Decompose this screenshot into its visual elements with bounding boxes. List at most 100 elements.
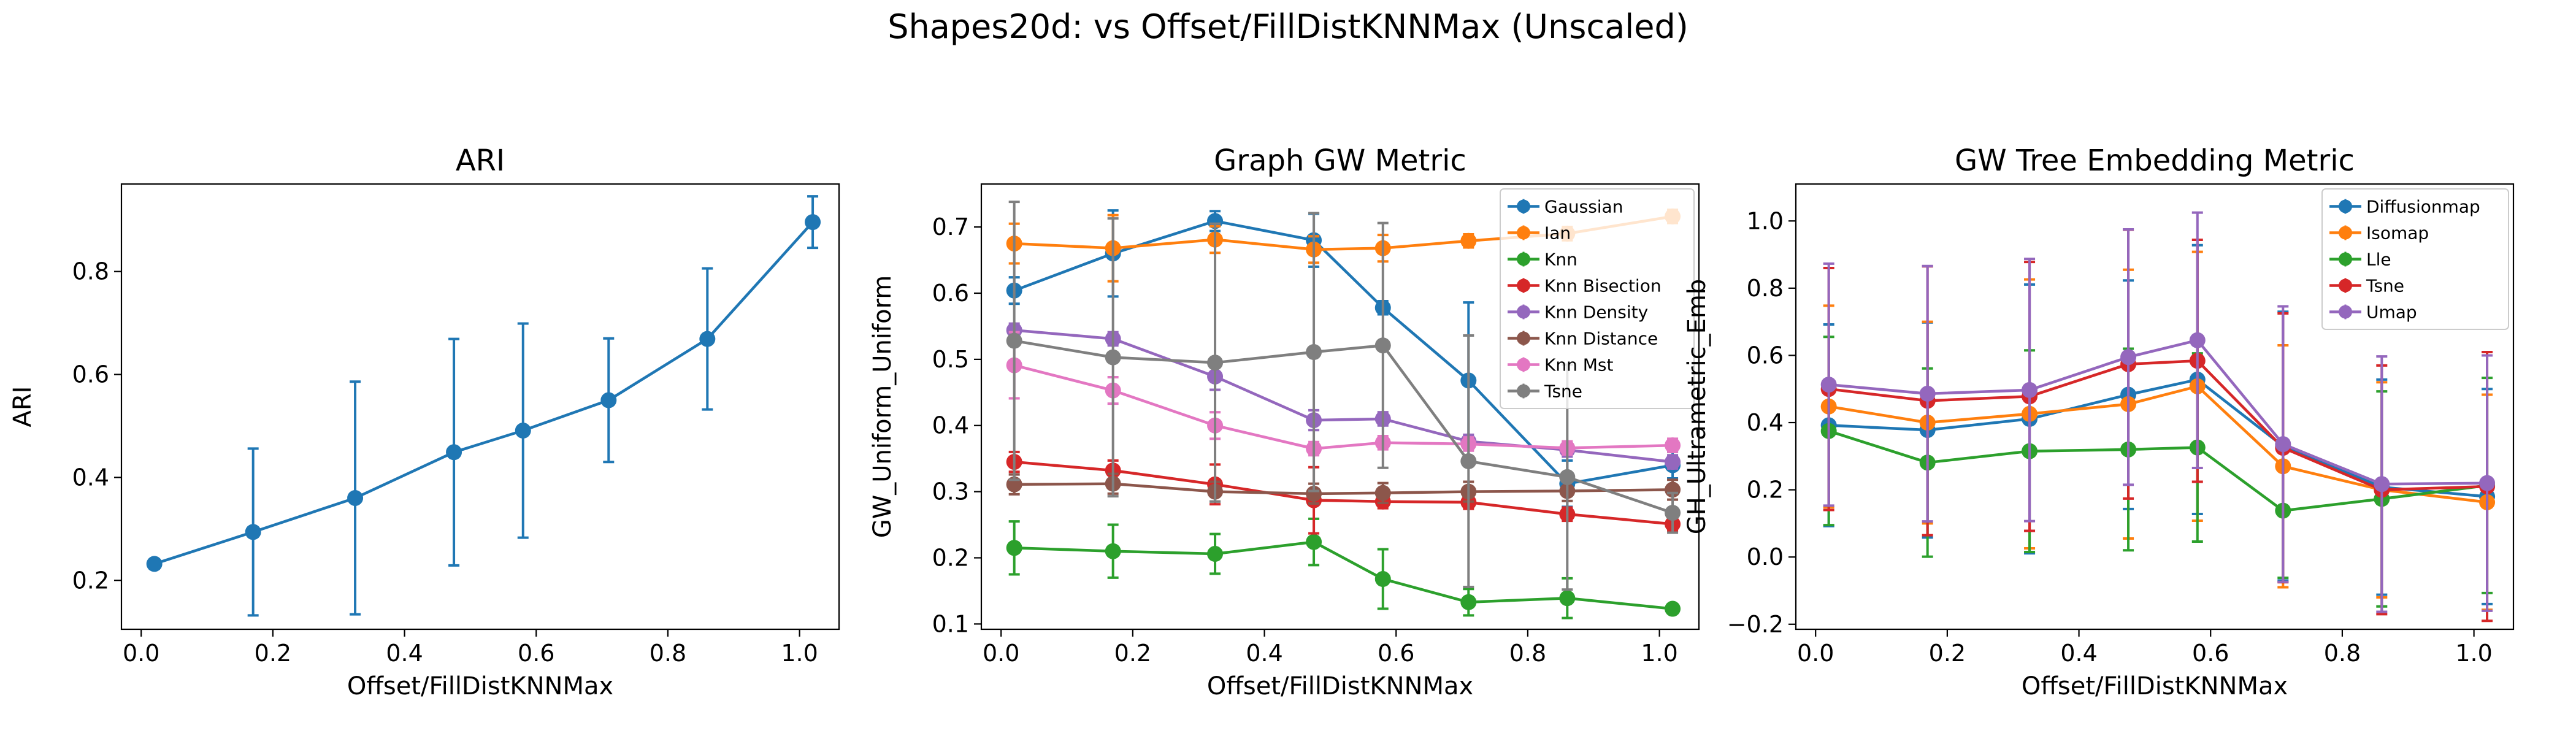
y-tick-label: 0.4 <box>932 412 969 439</box>
legend-label: Ian <box>1544 223 1571 243</box>
series-line <box>1828 339 2488 486</box>
data-point <box>146 556 163 572</box>
data-point <box>699 331 716 347</box>
legend-item: Knn Distance <box>1508 329 1658 349</box>
y-tick-label: 0.6 <box>932 280 969 307</box>
legend-item: Knn Mst <box>1508 355 1614 375</box>
legend-item: Knn Bisection <box>1508 276 1662 296</box>
chart-panel-3: GW Tree Embedding Metric 0.0 0.2 0.4 0.6 0.8 1… <box>1683 144 2515 700</box>
data-point <box>515 423 531 439</box>
series-line <box>1014 364 1673 450</box>
legend-marker <box>2339 252 2352 266</box>
legend-marker <box>1517 278 1530 293</box>
legend-item: Isomap <box>2329 223 2429 243</box>
legend-item: Ian <box>1508 223 1571 243</box>
data-point <box>1306 534 1322 550</box>
legend-item: Tsne <box>2329 276 2404 296</box>
series-tsne <box>1006 201 1681 591</box>
data-point <box>1374 485 1391 501</box>
legend-item: Knn <box>1508 250 1577 270</box>
x-axis: 0.0 0.2 0.4 0.6 0.8 1.0 <box>123 629 818 667</box>
series-line <box>1828 429 2488 512</box>
y-tick-label: 0.7 <box>932 213 969 240</box>
series-umap <box>1820 211 2496 613</box>
data-point <box>2120 349 2137 366</box>
y-axis-label: GW_Uniform_Uniform <box>868 275 897 539</box>
legend: Gaussian Ian Knn Knn Bisection Knn Density Kn… <box>1500 188 1695 409</box>
legend-label: Knn Mst <box>1544 355 1614 375</box>
series-knn <box>1006 517 1681 619</box>
series-line <box>1828 385 2488 504</box>
y-tick-label: 0.4 <box>72 464 109 491</box>
data-point <box>1919 385 1936 402</box>
legend-item: Knn Density <box>1508 302 1648 323</box>
x-tick-label: 0.4 <box>386 640 423 667</box>
data-point <box>1665 454 1681 470</box>
legend-marker <box>1517 305 1530 319</box>
data-point <box>2374 476 2390 493</box>
data-point <box>1374 337 1391 354</box>
chart-panel-1: ARI 0.0 0.2 0.4 0.6 0.8 1.0 Offset/FillDistKNNM… <box>9 144 840 700</box>
legend-label: Gaussian <box>1544 197 1623 217</box>
series-line <box>1014 540 1673 610</box>
axes-frame <box>1795 183 2515 631</box>
series-1 <box>146 195 821 617</box>
series-line <box>1014 482 1673 496</box>
x-axis: 0.0 0.2 0.4 0.6 0.8 1.0 <box>1797 629 2493 667</box>
x-tick-label: 0.8 <box>1509 640 1546 667</box>
legend-label: Diffusionmap <box>2366 197 2480 217</box>
axes-frame <box>120 183 840 631</box>
x-axis-label: Offset/FillDistKNNMax <box>1207 672 1473 700</box>
y-tick-label: 1.0 <box>1747 207 1784 234</box>
legend-label: Tsne <box>1544 381 1582 402</box>
data-point <box>1665 600 1681 617</box>
legend-item: Umap <box>2329 302 2417 323</box>
data-point <box>600 392 617 408</box>
data-point <box>446 444 462 461</box>
legend-label: Knn <box>1544 250 1577 270</box>
legend-frame <box>2321 188 2509 330</box>
x-tick-label: 0.2 <box>1929 640 1966 667</box>
x-tick-label: 1.0 <box>1641 640 1677 667</box>
legend-item: Tsne <box>1508 381 1582 402</box>
data-point <box>1006 332 1022 349</box>
data-point <box>1665 505 1681 521</box>
data-point <box>1306 485 1322 502</box>
legend-label: Knn Density <box>1544 302 1648 323</box>
legend-marker <box>1517 199 1530 213</box>
plot-area <box>1820 211 2496 623</box>
legend-marker <box>1517 252 1530 266</box>
x-tick-label: 0.0 <box>983 640 1019 667</box>
x-tick-label: 0.4 <box>2060 640 2097 667</box>
x-tick-label: 0.2 <box>1114 640 1151 667</box>
chart-title: Graph GW Metric <box>1214 144 1466 178</box>
y-tick-label: 0.3 <box>932 478 969 505</box>
series-line <box>1828 378 2488 498</box>
legend-item: Gaussian <box>1508 197 1623 217</box>
data-point <box>1105 543 1121 559</box>
y-tick-label: 0.2 <box>72 567 109 594</box>
axes-frame <box>980 183 1700 631</box>
y-tick-label: 0.8 <box>1747 275 1784 302</box>
y-tick-label: 0.2 <box>1747 477 1784 504</box>
y-tick-label: 0.2 <box>932 544 969 571</box>
data-point <box>2189 332 2206 348</box>
y-axis: 0.2 0.4 0.6 0.8 <box>72 258 121 594</box>
x-axis-label: Offset/FillDistKNNMax <box>347 672 613 700</box>
y-axis: −0.2 0.0 0.2 0.4 0.6 0.8 1.0 <box>1727 207 1796 638</box>
data-point <box>1207 546 1224 562</box>
legend-frame <box>1500 188 1695 409</box>
x-tick-label: 0.6 <box>2192 640 2229 667</box>
data-point <box>1665 437 1681 454</box>
y-tick-label: 0.5 <box>932 346 969 373</box>
chart-title: ARI <box>456 144 505 178</box>
chart-panel-2: Graph GW Metric 0.0 0.2 0.4 0.6 0.8 1.0 Offset/… <box>868 144 1700 700</box>
legend-marker <box>2339 199 2352 213</box>
data-point <box>1820 377 1837 393</box>
legend-label: Lle <box>2366 250 2391 270</box>
x-tick-label: 0.2 <box>255 640 291 667</box>
legend-item: Lle <box>2329 250 2391 270</box>
legend-item: Diffusionmap <box>2329 197 2480 217</box>
